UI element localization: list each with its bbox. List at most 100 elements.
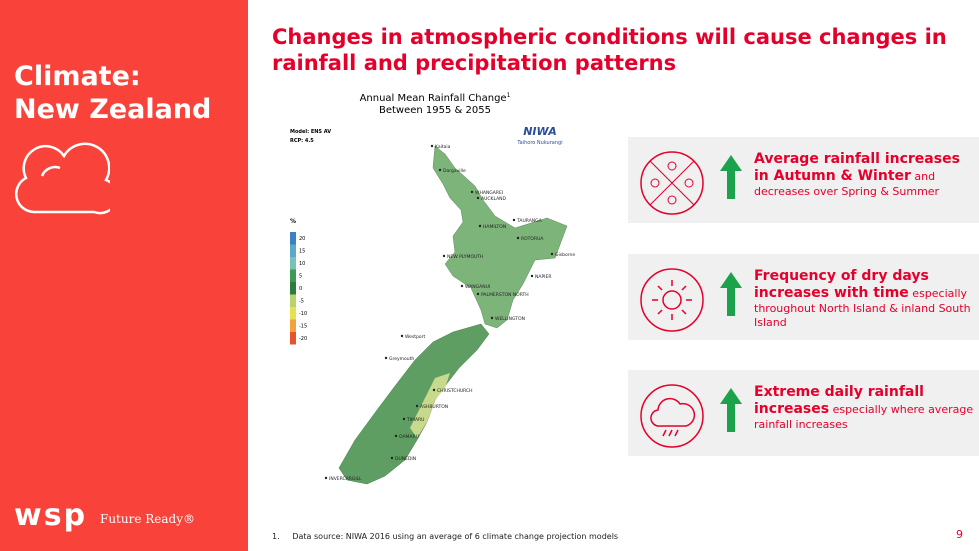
legend-tick: 0: [299, 286, 302, 292]
legend-swatch: [290, 232, 296, 245]
legend-swatch: [290, 269, 296, 282]
place-dot: [478, 224, 482, 228]
logo: wsp: [14, 498, 88, 533]
north-island: [432, 145, 568, 329]
place-dot: [390, 456, 394, 460]
info-card: Extreme daily rainfall increases especia…: [628, 370, 979, 456]
dry-zone: [410, 373, 450, 438]
rcp-label: RCP: 4.5: [290, 138, 314, 144]
place-dot: [476, 196, 480, 200]
footnote-text: Data source: NIWA 2016 using an average …: [292, 532, 619, 541]
headline: Changes in atmospheric conditions will c…: [272, 25, 947, 75]
place-label: PALMERSTON NORTH: [481, 292, 529, 298]
place-dot: [490, 316, 494, 320]
place-label: WANGANUI: [465, 284, 490, 290]
place-label: INVERCARGILL: [329, 476, 362, 482]
card-icon: [640, 268, 704, 332]
place-dot: [550, 252, 554, 256]
card-bold: Frequency of dry days increases with tim…: [754, 268, 929, 301]
place-label: TIMARU: [406, 417, 424, 423]
footnote-ref: 1: [507, 92, 511, 99]
place-dot: [438, 168, 442, 172]
tagline: Future Ready®: [100, 512, 196, 526]
legend-swatch: [290, 307, 296, 320]
place-dot: [530, 274, 534, 278]
legend-tick: -10: [299, 311, 307, 317]
place-label: WHANGAREI: [475, 190, 503, 196]
place-dot: [384, 356, 388, 360]
place-dot: [402, 417, 406, 421]
page-number: 9: [956, 528, 963, 541]
rainfall-map: Annual Mean Rainfall Change1 Between 195…: [290, 92, 575, 485]
place-label: TAURANGA: [516, 218, 543, 224]
legend-swatch: [290, 257, 296, 270]
south-island: [338, 323, 490, 485]
card-text: Extreme daily rainfall increases especia…: [754, 384, 976, 432]
legend-swatch: [290, 282, 296, 295]
card-icon: [640, 384, 704, 448]
place-dot: [430, 144, 434, 148]
title-line: Climate:: [14, 61, 141, 92]
up-arrow: [720, 155, 742, 199]
place-dot: [516, 236, 520, 240]
legend-tick: -20: [299, 336, 307, 342]
card-bold: Extreme daily rainfall increases: [754, 384, 924, 417]
legend-swatch: [290, 294, 296, 307]
place-label: AUCKLAND: [481, 196, 507, 202]
cloud-icon: [15, 142, 110, 215]
legend-tick: 15: [299, 249, 305, 255]
legend: % 20 15 10 5 0 -5 -10 -15 -20: [290, 218, 307, 345]
title-line: New Zealand: [14, 94, 212, 125]
card-text: Frequency of dry days increases with tim…: [754, 268, 976, 330]
card-bold: Average rainfall increases in Autumn & W…: [754, 151, 960, 184]
model-label: Model: ENS AV: [290, 129, 331, 135]
footnote: 1. Data source: NIWA 2016 using an avera…: [272, 532, 618, 541]
place-label: HAMILTON: [483, 224, 506, 230]
map-title-text: Annual Mean Rainfall Change: [360, 93, 507, 104]
place-dot: [442, 254, 446, 258]
place-dot: [415, 404, 419, 408]
card-detail: and decreases over Spring & Summer: [754, 170, 940, 198]
brand-sub: Taihoro Nukurangi: [516, 140, 562, 146]
map-title: Annual Mean Rainfall Change1: [360, 92, 511, 104]
place-label: Gisborne: [555, 252, 575, 258]
place-label: NEW PLYMOUTH: [447, 254, 483, 260]
place-label: Kaitaia: [435, 144, 451, 150]
card-detail: especially throughout North Island & inl…: [754, 287, 971, 329]
place-label: CHRISTCHURCH: [437, 388, 473, 394]
info-card: Average rainfall increases in Autumn & W…: [628, 137, 979, 223]
place-dot: [432, 388, 436, 392]
place-dot: [460, 284, 464, 288]
legend-swatch: [290, 332, 296, 345]
sidebar: Climate: New Zealand wsp Future Ready®: [0, 0, 248, 551]
place-label: OAMARU: [399, 434, 419, 440]
up-arrow: [720, 272, 742, 316]
card-detail: especially where average rainfall increa…: [754, 403, 974, 431]
place-dot: [394, 434, 398, 438]
place-label: Dargaville: [443, 168, 466, 174]
footnote-number: 1.: [272, 532, 280, 541]
place-dot: [470, 190, 474, 194]
card-icon: [640, 151, 704, 215]
place-label: ASHBURTON: [420, 404, 448, 410]
legend-tick: 5: [299, 274, 302, 280]
place-label: ROTORUA: [521, 236, 544, 242]
brand: NIWA: [523, 125, 557, 138]
legend-unit: %: [290, 218, 296, 225]
legend-swatch: [290, 319, 296, 332]
map-subtitle: Between 1955 & 2055: [379, 105, 491, 116]
legend-tick: 10: [299, 261, 305, 267]
place-dot: [324, 476, 328, 480]
sidebar-title: Climate: New Zealand: [14, 60, 211, 126]
place-dot: [400, 334, 404, 338]
place-label: Greymouth: [389, 356, 414, 362]
up-arrow: [720, 388, 742, 432]
legend-tick: -5: [299, 299, 304, 305]
place-dot: [512, 218, 516, 222]
place-dot: [476, 292, 480, 296]
legend-tick: -15: [299, 324, 307, 330]
legend-tick: 20: [299, 236, 305, 242]
info-card: Frequency of dry days increases with tim…: [628, 254, 979, 340]
